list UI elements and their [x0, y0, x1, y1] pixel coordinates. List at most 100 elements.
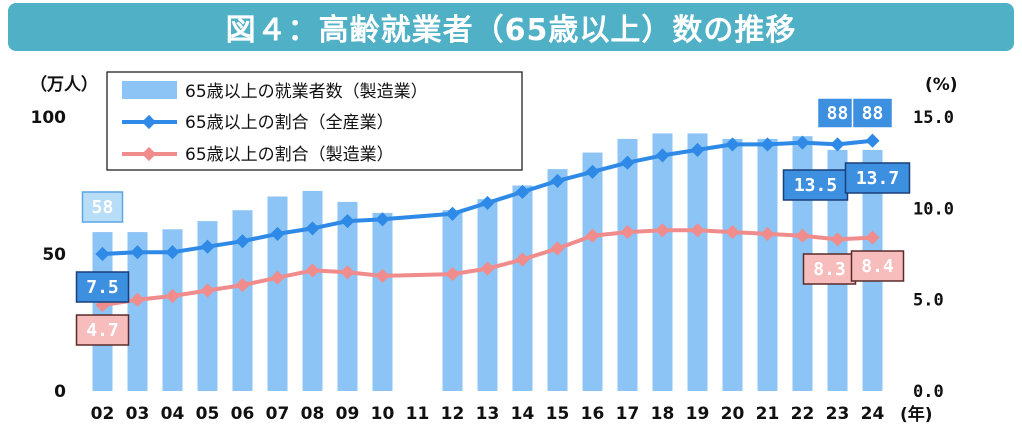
- x-tick-14: 14: [511, 404, 535, 424]
- marker-mfg-21: [760, 226, 775, 241]
- label-all-2024-box: [844, 162, 911, 194]
- bar-09: [337, 201, 358, 391]
- legend-all-label: 65歳以上の割合（全産業）: [185, 113, 394, 133]
- marker-mfg-18: [655, 223, 670, 238]
- right-axis-unit: (%): [925, 75, 958, 95]
- y-right-tick-0.0: 0.0: [913, 382, 944, 402]
- marker-mfg-06: [235, 278, 250, 293]
- label-mfg-first-box: [75, 314, 130, 346]
- y-left-tick-50: 50: [42, 245, 66, 265]
- bar-18: [652, 133, 673, 391]
- y-right-tick-5.0: 5.0: [913, 291, 944, 311]
- label-mfg-2023: 8.3: [813, 259, 846, 280]
- bar-series: [92, 133, 883, 391]
- x-axis-unit: (年): [900, 404, 933, 425]
- marker-mfg-05: [200, 283, 215, 298]
- marker-mfg-15: [550, 241, 565, 256]
- y-left-tick-0: 0: [54, 382, 66, 402]
- x-tick-22: 22: [791, 404, 815, 424]
- x-tick-03: 03: [126, 404, 150, 424]
- marker-all-10: [375, 212, 390, 227]
- x-tick-13: 13: [476, 404, 500, 424]
- legend: 65歳以上の就業者数（製造業） 65歳以上の割合（全産業） 65歳以上の割合（製…: [106, 71, 523, 171]
- marker-mfg-23: [830, 232, 845, 247]
- marker-all-16: [585, 164, 600, 179]
- label-bar-first-box: [81, 191, 124, 223]
- x-tick-12: 12: [441, 404, 465, 424]
- marker-all-09: [340, 214, 355, 229]
- marker-all-18: [655, 148, 670, 163]
- marker-all-06: [235, 234, 250, 249]
- marker-mfg-04: [165, 288, 180, 304]
- chart-title: 図４：高齢就業者（65歳以上）数の推移: [225, 13, 797, 48]
- bar-16: [582, 152, 603, 391]
- chart-title-banner: 図４：高齢就業者（65歳以上）数の推移: [8, 3, 1014, 51]
- x-tick-17: 17: [616, 404, 640, 424]
- legend-mfg-marker: [141, 146, 157, 162]
- axis-ticks: 02 03 04 05 06 07 08 09 10 11 12 13 14 15 16 17 18 19 20 21…: [31, 108, 954, 424]
- marker-mfg-10: [375, 268, 390, 283]
- bar-13: [477, 199, 498, 391]
- bar-12: [442, 210, 463, 391]
- marker-mfg-12: [445, 267, 460, 282]
- y-left-tick-100: 100: [31, 108, 67, 128]
- x-tick-10: 10: [371, 404, 395, 424]
- label-bar-2023: 88: [827, 103, 849, 124]
- marker-mfg-20: [725, 225, 740, 240]
- marker-all-20: [725, 137, 740, 152]
- x-tick-20: 20: [721, 404, 745, 424]
- left-axis-unit: （万人）: [30, 74, 98, 95]
- x-tick-04: 04: [161, 404, 185, 424]
- y-right-tick-15.0: 15.0: [913, 108, 954, 128]
- label-mfg-2024: 8.4: [861, 256, 894, 277]
- label-mfg-2024-box: [850, 250, 905, 282]
- bar-15: [547, 169, 568, 391]
- marker-mfg-16: [585, 228, 600, 243]
- line-all-industries: [102, 138, 873, 256]
- bar-20: [722, 138, 743, 391]
- label-bar-2024: 88: [862, 103, 884, 124]
- marker-mfg-08: [305, 263, 320, 278]
- x-tick-09: 09: [336, 404, 360, 424]
- legend-bar-label: 65歳以上の就業者数（製造業）: [185, 82, 428, 102]
- x-tick-15: 15: [546, 404, 570, 424]
- bar-03: [127, 232, 148, 391]
- bar-17: [617, 138, 638, 391]
- label-all-2024: 13.7: [856, 168, 899, 189]
- legend-mfg-label: 65歳以上の割合（製造業）: [185, 145, 394, 165]
- bar-14: [512, 185, 533, 391]
- marker-all-22: [795, 135, 810, 150]
- marker-mfg-24: [865, 230, 880, 245]
- label-all-first-box: [75, 271, 130, 303]
- line-manufacturing: [102, 228, 873, 308]
- x-tick-11: 11: [406, 404, 430, 424]
- marker-all-13: [480, 195, 495, 210]
- marker-mfg-17: [620, 225, 635, 240]
- label-all-2023: 13.5: [794, 175, 837, 196]
- x-tick-23: 23: [826, 404, 850, 424]
- x-tick-24: 24: [861, 404, 885, 424]
- marker-mfg-19: [690, 223, 705, 238]
- label-mfg-first: 4.7: [86, 320, 119, 341]
- marker-all-08: [305, 221, 320, 236]
- label-all-first: 7.5: [86, 277, 119, 298]
- marker-all-21: [760, 137, 775, 152]
- line-series: [95, 133, 880, 313]
- bar-10: [372, 212, 393, 391]
- legend-bar-swatch: [122, 81, 177, 99]
- label-bar-2024-box: [851, 97, 894, 129]
- label-bar-first: 58: [92, 197, 114, 218]
- x-tick-19: 19: [686, 404, 710, 424]
- bar-06: [232, 210, 253, 391]
- marker-mfg-07: [270, 270, 285, 285]
- y-right-tick-10.0: 10.0: [913, 199, 954, 219]
- marker-all-03: [130, 245, 145, 260]
- marker-all-19: [690, 142, 705, 157]
- marker-all-23: [830, 137, 845, 152]
- marker-mfg-09: [340, 265, 355, 280]
- x-tick-07: 07: [266, 404, 290, 424]
- marker-all-14: [515, 184, 530, 199]
- marker-mfg-13: [480, 261, 495, 276]
- x-tick-18: 18: [651, 404, 675, 424]
